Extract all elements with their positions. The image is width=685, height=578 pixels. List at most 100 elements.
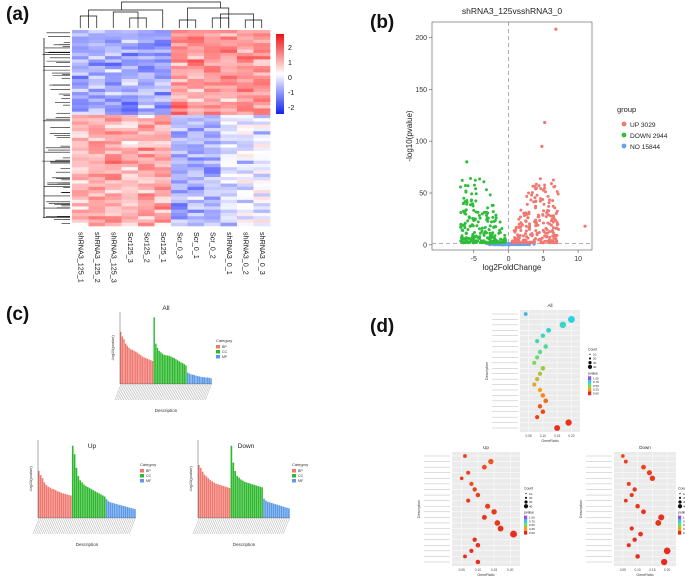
x-tick-label: 0: [507, 256, 511, 263]
point-up: [543, 234, 547, 238]
dotplot-x-tick-label: 0.05: [620, 568, 626, 572]
dotplot-point: [488, 458, 494, 465]
heatmap-cell: [237, 92, 254, 96]
heatmap-cell: [121, 199, 139, 204]
point-no: [524, 243, 528, 247]
dotplot-x-label: GeneRatio: [477, 573, 494, 577]
dotplot-point: [472, 537, 477, 542]
go-bar-tick-label: [108, 518, 115, 535]
heatmap-cell: [237, 180, 254, 184]
heatmap-cell: [237, 79, 254, 83]
go-bar-tick-label: [198, 518, 205, 535]
go-bar-tick-label: [191, 384, 198, 401]
go-bar-tick-label: [279, 518, 286, 535]
heatmap-cell: [253, 85, 271, 90]
heatmap-cell: [121, 183, 139, 188]
go-bar-tick-label: [236, 518, 244, 535]
heatmap-cell: [121, 196, 139, 201]
heatmap-cell: [72, 85, 89, 90]
dotplot-point: [565, 419, 572, 426]
heatmap-cell: [171, 49, 188, 54]
heatmap-cell: [138, 177, 155, 181]
heatmap-cell: [187, 49, 205, 54]
heatmap-cell: [88, 183, 106, 188]
heatmap-cell: [105, 124, 122, 129]
go-bar-tick-label: [176, 384, 183, 401]
dotplot-x-tick-label: 0.10: [540, 434, 546, 438]
heatmap-cell: [88, 190, 106, 194]
heatmap-cell: [121, 206, 139, 210]
heatmap-cell: [237, 52, 254, 57]
heatmap-column-label: shRNA3_0_3: [258, 232, 267, 275]
heatmap-cell: [72, 216, 89, 220]
heatmap-cell: [220, 144, 238, 148]
go-bar: [270, 502, 273, 518]
heatmap-cell: [204, 196, 221, 201]
heatmap-cell: [204, 186, 221, 191]
go-bar-tick-label: [173, 384, 180, 401]
dotplot-color-legend-label: 0.50: [529, 523, 535, 527]
go-bar-tick-label: [234, 518, 242, 535]
go-bar: [128, 347, 130, 384]
heatmap-cell: [187, 199, 205, 204]
heatmap-cell: [187, 167, 205, 171]
heatmap-cell: [105, 196, 122, 201]
go-bar-tick-label: [189, 384, 197, 401]
heatmap-cell: [204, 95, 221, 99]
dotplot-point: [459, 476, 464, 481]
go-bar: [201, 377, 204, 384]
go-bar-tick-label: [61, 518, 68, 535]
heatmap-cell: [171, 212, 188, 217]
heatmap-cell: [220, 186, 238, 191]
point-down: [463, 225, 467, 229]
heatmap-cell: [187, 79, 205, 83]
go-bar: [151, 360, 154, 384]
go-bar-tick-label: [174, 384, 182, 401]
heatmap-cell: [253, 131, 271, 135]
dotplot-size-legend-label: 10: [683, 492, 685, 496]
panel-label-d: (d): [370, 316, 395, 337]
heatmap-cell: [253, 206, 271, 210]
dotplot-point: [532, 382, 537, 387]
dotplot-point: [646, 470, 652, 476]
heatmap-cell: [220, 65, 238, 70]
dotplot-color-legend-label: 0.00: [529, 531, 535, 535]
heatmap-cell: [121, 150, 139, 155]
dotplot-color-legend-swatch: [588, 387, 592, 392]
dotplot-point: [641, 509, 646, 515]
heatmap-cell: [204, 49, 221, 54]
point-down: [497, 231, 501, 235]
point-up: [532, 240, 536, 244]
point-down: [459, 211, 463, 215]
heatmap-cell: [253, 72, 271, 77]
dotplot-area: [452, 452, 520, 566]
heatmap-cell: [237, 118, 254, 122]
point-down: [470, 192, 474, 196]
dotplot-size-legend-label: 40: [529, 504, 533, 508]
heatmap-cell: [88, 128, 106, 132]
heatmap-cell: [105, 154, 122, 158]
go-bar-tick-label: [238, 518, 246, 535]
heatmap-cell: [154, 114, 172, 119]
heatmap-cell: [253, 163, 271, 168]
go-bar: [253, 484, 256, 518]
heatmap-cell: [105, 121, 122, 126]
go-bar: [103, 496, 106, 518]
heatmap-cell: [154, 30, 172, 34]
go-bar: [124, 506, 127, 518]
heatmap-cell: [105, 150, 122, 155]
heatmap-cell: [253, 183, 271, 188]
heatmap-cell: [72, 124, 89, 129]
go-bar-tick-label: [119, 518, 126, 535]
heatmap-cell: [220, 216, 238, 220]
heatmap-cell: [105, 30, 122, 34]
go-bar-tick-label: [221, 518, 228, 535]
heatmap-cell: [88, 72, 106, 77]
dotplot-color-legend-swatch: [678, 523, 682, 528]
heatmap-cell: [187, 137, 205, 142]
go-bar: [70, 495, 72, 518]
y-tick-label: 100: [415, 139, 427, 146]
go-bar: [96, 492, 99, 518]
heatmap-cell: [204, 85, 221, 90]
heatmap-cell: [121, 180, 139, 184]
